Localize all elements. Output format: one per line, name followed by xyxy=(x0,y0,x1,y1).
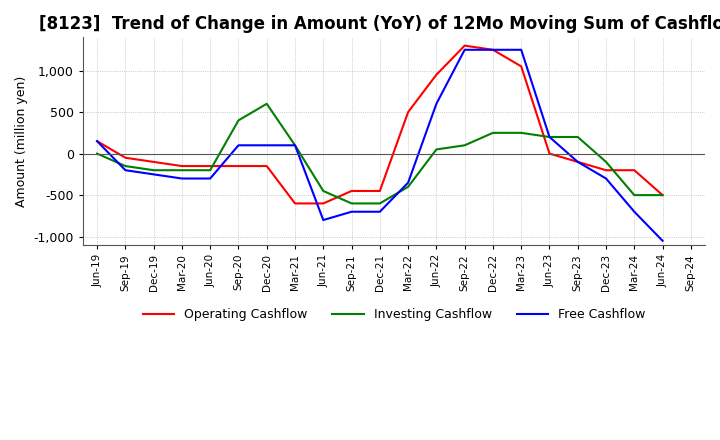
Investing Cashflow xyxy=(573,134,582,139)
Operating Cashflow xyxy=(573,159,582,165)
Free Cashflow xyxy=(630,209,639,214)
Operating Cashflow xyxy=(376,188,384,194)
Investing Cashflow xyxy=(178,168,186,173)
Operating Cashflow xyxy=(630,168,639,173)
Free Cashflow xyxy=(376,209,384,214)
Operating Cashflow xyxy=(262,163,271,169)
Investing Cashflow xyxy=(149,168,158,173)
Operating Cashflow xyxy=(545,151,554,156)
Operating Cashflow xyxy=(121,155,130,161)
Free Cashflow xyxy=(460,47,469,52)
Title: [8123]  Trend of Change in Amount (YoY) of 12Mo Moving Sum of Cashflows: [8123] Trend of Change in Amount (YoY) o… xyxy=(39,15,720,33)
Operating Cashflow xyxy=(234,163,243,169)
Free Cashflow xyxy=(121,168,130,173)
Investing Cashflow xyxy=(234,118,243,123)
Investing Cashflow xyxy=(319,188,328,194)
Free Cashflow xyxy=(404,180,413,185)
Free Cashflow xyxy=(489,47,498,52)
Line: Free Cashflow: Free Cashflow xyxy=(97,50,662,241)
Free Cashflow xyxy=(573,159,582,165)
Free Cashflow xyxy=(517,47,526,52)
Operating Cashflow xyxy=(319,201,328,206)
Investing Cashflow xyxy=(93,151,102,156)
Free Cashflow xyxy=(658,238,667,243)
Operating Cashflow xyxy=(658,192,667,198)
Operating Cashflow xyxy=(602,168,611,173)
Free Cashflow xyxy=(602,176,611,181)
Investing Cashflow xyxy=(489,130,498,136)
Operating Cashflow xyxy=(291,201,300,206)
Operating Cashflow xyxy=(432,72,441,77)
Free Cashflow xyxy=(291,143,300,148)
Operating Cashflow xyxy=(347,188,356,194)
Operating Cashflow xyxy=(206,163,215,169)
Y-axis label: Amount (million yen): Amount (million yen) xyxy=(15,76,28,207)
Investing Cashflow xyxy=(658,192,667,198)
Operating Cashflow xyxy=(460,43,469,48)
Free Cashflow xyxy=(432,101,441,106)
Operating Cashflow xyxy=(489,47,498,52)
Free Cashflow xyxy=(206,176,215,181)
Investing Cashflow xyxy=(602,159,611,165)
Operating Cashflow xyxy=(404,110,413,115)
Free Cashflow xyxy=(319,217,328,223)
Investing Cashflow xyxy=(630,192,639,198)
Line: Investing Cashflow: Investing Cashflow xyxy=(97,104,662,203)
Legend: Operating Cashflow, Investing Cashflow, Free Cashflow: Operating Cashflow, Investing Cashflow, … xyxy=(138,303,650,326)
Investing Cashflow xyxy=(376,201,384,206)
Investing Cashflow xyxy=(404,184,413,190)
Operating Cashflow xyxy=(149,159,158,165)
Investing Cashflow xyxy=(432,147,441,152)
Investing Cashflow xyxy=(517,130,526,136)
Operating Cashflow xyxy=(178,163,186,169)
Investing Cashflow xyxy=(291,143,300,148)
Free Cashflow xyxy=(545,134,554,139)
Free Cashflow xyxy=(234,143,243,148)
Operating Cashflow xyxy=(93,139,102,144)
Free Cashflow xyxy=(178,176,186,181)
Investing Cashflow xyxy=(206,168,215,173)
Free Cashflow xyxy=(93,139,102,144)
Free Cashflow xyxy=(262,143,271,148)
Operating Cashflow xyxy=(517,64,526,69)
Investing Cashflow xyxy=(121,163,130,169)
Investing Cashflow xyxy=(347,201,356,206)
Line: Operating Cashflow: Operating Cashflow xyxy=(97,46,662,203)
Investing Cashflow xyxy=(460,143,469,148)
Investing Cashflow xyxy=(262,101,271,106)
Investing Cashflow xyxy=(545,134,554,139)
Free Cashflow xyxy=(347,209,356,214)
Free Cashflow xyxy=(149,172,158,177)
